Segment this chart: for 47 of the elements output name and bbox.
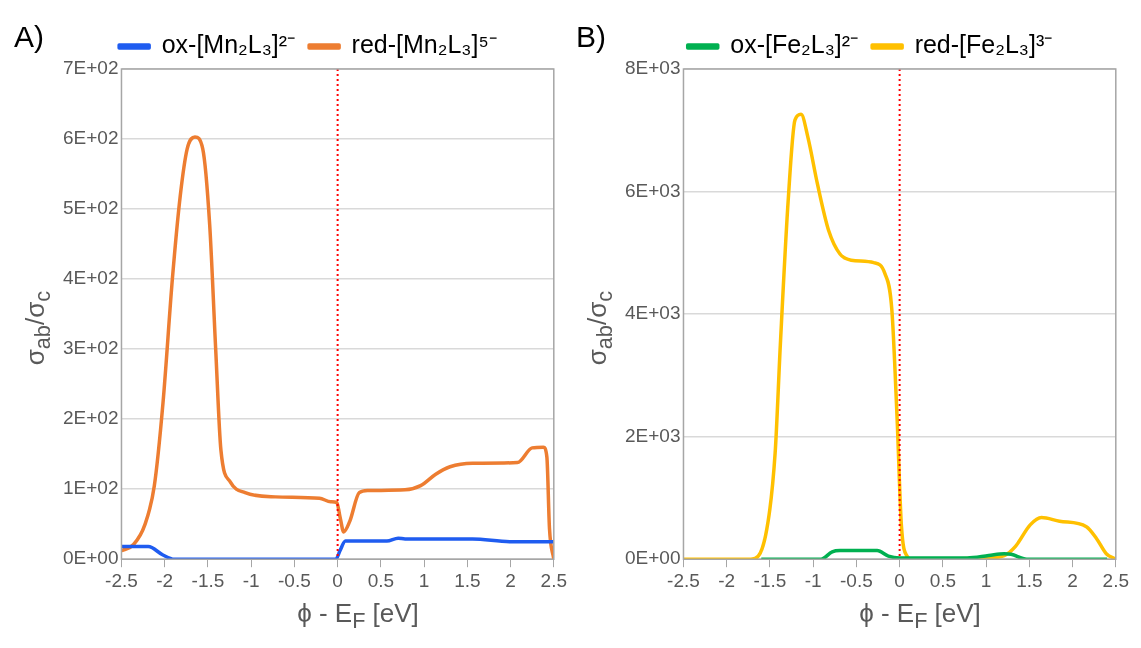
x-tick-label: -1.5 bbox=[191, 569, 225, 591]
x-tick-label: -1 bbox=[804, 569, 822, 591]
x-tick-label: 0 bbox=[894, 569, 905, 591]
y-tick-label: 4E+02 bbox=[62, 267, 119, 289]
legend-label: ox-[Mn₂L₃]²⁻ bbox=[161, 30, 296, 59]
chart-title: B) bbox=[576, 20, 606, 54]
y-tick-label: 2E+03 bbox=[624, 424, 681, 446]
line-series bbox=[683, 112, 1116, 560]
line-series bbox=[121, 135, 554, 560]
y-tick-label: 3E+02 bbox=[62, 337, 119, 359]
y-tick-label: 8E+03 bbox=[624, 57, 681, 79]
x-tick-label: -0.5 bbox=[840, 569, 873, 591]
y-tick-label: 4E+03 bbox=[624, 302, 681, 324]
x-tick-label: -2.5 bbox=[667, 569, 700, 591]
y-tick-label: 0E+00 bbox=[62, 547, 119, 569]
x-tick-label: 0 bbox=[332, 569, 343, 591]
x-tick-label: -1.5 bbox=[753, 569, 787, 591]
x-tick-label: 2 bbox=[505, 569, 516, 591]
y-tick-label: 0E+00 bbox=[624, 547, 681, 569]
x-axis-title: ϕ - E$_{F}$ [eV] bbox=[296, 598, 420, 635]
y-tick-label: 6E+02 bbox=[62, 127, 119, 149]
x-tick-label: 2.5 bbox=[540, 569, 567, 591]
x-axis-title: ϕ - E$_{F}$ [eV] bbox=[858, 598, 982, 635]
x-tick-label: -0.5 bbox=[278, 569, 311, 591]
y-tick-label: 5E+02 bbox=[62, 197, 119, 219]
x-tick-label: -2 bbox=[156, 569, 174, 591]
x-tick-label: 1 bbox=[980, 569, 992, 591]
x-tick-label: 0.5 bbox=[929, 569, 957, 591]
line-series bbox=[121, 536, 554, 560]
line-series bbox=[759, 548, 1109, 560]
legend-label: ox-[Fe₂L₃]²⁻ bbox=[730, 30, 859, 59]
x-tick-label: 2.5 bbox=[1102, 569, 1129, 591]
x-tick-label: -1 bbox=[242, 569, 260, 591]
x-tick-label: 1.5 bbox=[1016, 569, 1043, 591]
x-tick-label: 0.5 bbox=[367, 569, 395, 591]
legend-label: red-[Fe₂L₃]³⁻ bbox=[914, 30, 1053, 59]
y-tick-label: 2E+02 bbox=[62, 407, 119, 429]
x-tick-label: 1.5 bbox=[454, 569, 481, 591]
chart-title: A) bbox=[14, 20, 44, 54]
x-tick-label: 2 bbox=[1067, 569, 1078, 591]
x-tick-label: -2 bbox=[718, 569, 736, 591]
x-tick-label: 1 bbox=[418, 569, 430, 591]
y-tick-label: 6E+03 bbox=[624, 179, 681, 201]
y-tick-label: 7E+02 bbox=[62, 57, 119, 79]
legend-label: red-[Mn₂L₃]⁵⁻ bbox=[351, 30, 497, 59]
y-tick-label: 1E+02 bbox=[62, 477, 119, 499]
x-tick-label: -2.5 bbox=[105, 569, 138, 591]
